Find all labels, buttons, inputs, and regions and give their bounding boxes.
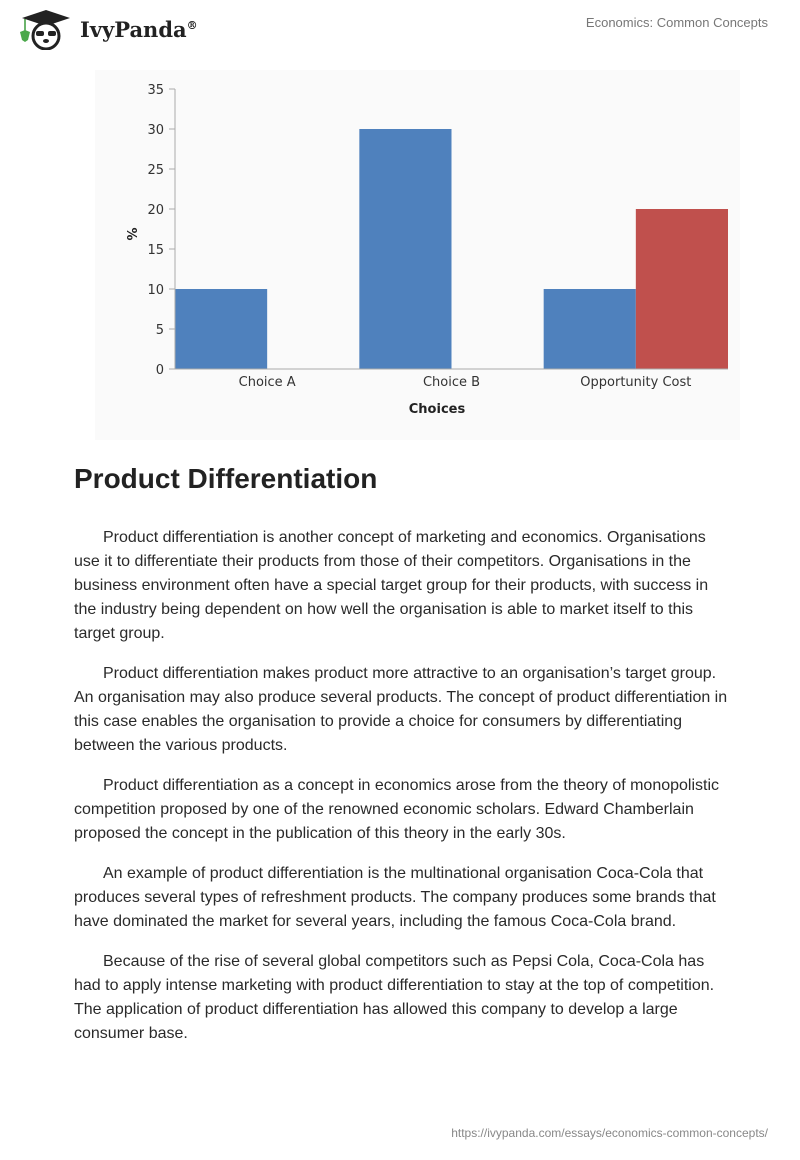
y-tick-label: 20 (147, 203, 164, 218)
y-tick-label: 35 (147, 83, 164, 98)
document-title: Economics: Common Concepts (585, 15, 768, 30)
bar-chart: 0 5 10 15 20 25 30 35 Choice A Choice B Opportuni… (95, 70, 740, 440)
paragraph: Because of the rise of several global co… (74, 953, 715, 1042)
x-axis-label: Choices (409, 402, 466, 417)
bar-choice-b-1 (359, 129, 452, 369)
bar-opportunity-cost-2 (635, 209, 728, 369)
panda-logo-icon (20, 10, 70, 50)
article-body: Product differentiation is another conce… (74, 526, 734, 1062)
y-tick-label: 25 (147, 163, 164, 178)
x-tick-label: Choice A (239, 375, 296, 390)
y-tick-label: 30 (147, 123, 164, 138)
brand-name: IvyPanda® (80, 16, 198, 42)
source-url[interactable]: https://ivypanda.com/essays/economics-co… (451, 1126, 768, 1140)
paragraph: An example of product differentiation is… (74, 865, 716, 930)
y-tick-label: 0 (156, 363, 164, 378)
section-heading: Product Differentiation (74, 463, 378, 494)
logo[interactable]: IvyPanda® (16, 8, 198, 50)
paragraph: Product differentiation makes product mo… (74, 665, 728, 754)
y-tick-label: 10 (147, 283, 164, 298)
y-tick-label: 5 (156, 323, 164, 338)
y-tick-label: 15 (147, 243, 164, 258)
x-tick-label: Opportunity Cost (580, 375, 691, 390)
chart-svg: 0 5 10 15 20 25 30 35 Choice A Choice B Opportuni… (123, 83, 728, 417)
paragraph: Product differentiation is another conce… (74, 529, 709, 642)
bar-choice-a-1 (175, 289, 268, 369)
header: IvyPanda® Economics: Common Concepts (0, 0, 800, 60)
paragraph: Product differentiation as a concept in … (74, 777, 720, 842)
x-tick-label: Choice B (423, 375, 480, 390)
y-axis-label: % (123, 227, 138, 240)
bar-opportunity-cost-1 (543, 289, 636, 369)
